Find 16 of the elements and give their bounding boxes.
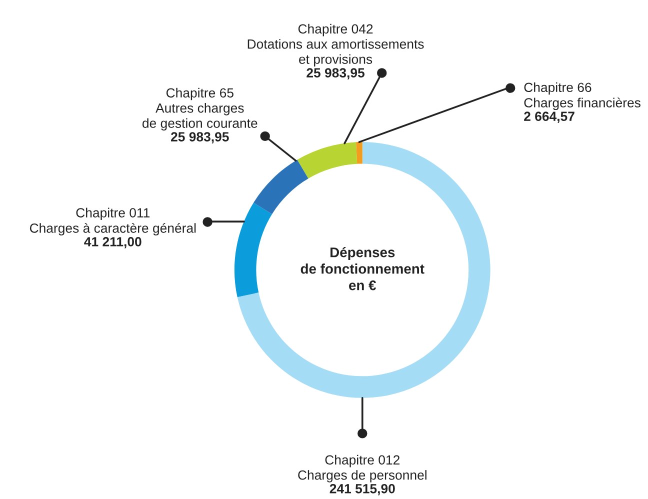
donut-slice (356, 142, 362, 164)
donut-slice (297, 142, 358, 179)
data-label: 25 983,95 (171, 132, 229, 144)
slice-label: Chapitre 66 Charges financières (524, 82, 640, 110)
donut-slice (234, 202, 272, 298)
slice-label: Chapitre 65 Autres charges de gestion courante (142, 88, 258, 131)
data-label: 25 983,95 (306, 68, 364, 80)
data-label: 241 515,90 (330, 484, 395, 496)
data-label: 41 211,00 (84, 237, 142, 248)
donut-slice (237, 142, 490, 398)
donut-slice (254, 160, 308, 214)
slice-label: Chapitre 012 Charges de personnel (298, 454, 426, 482)
slice-label: Chapitre 042 Dotations aux amortissements et provisions (248, 24, 424, 67)
slice-label: Chapitre 011 Charges à caractère général (30, 208, 196, 236)
text: Dépenses de fonctionnement en € (300, 246, 424, 290)
data-label: 2 664,57 (524, 112, 574, 123)
